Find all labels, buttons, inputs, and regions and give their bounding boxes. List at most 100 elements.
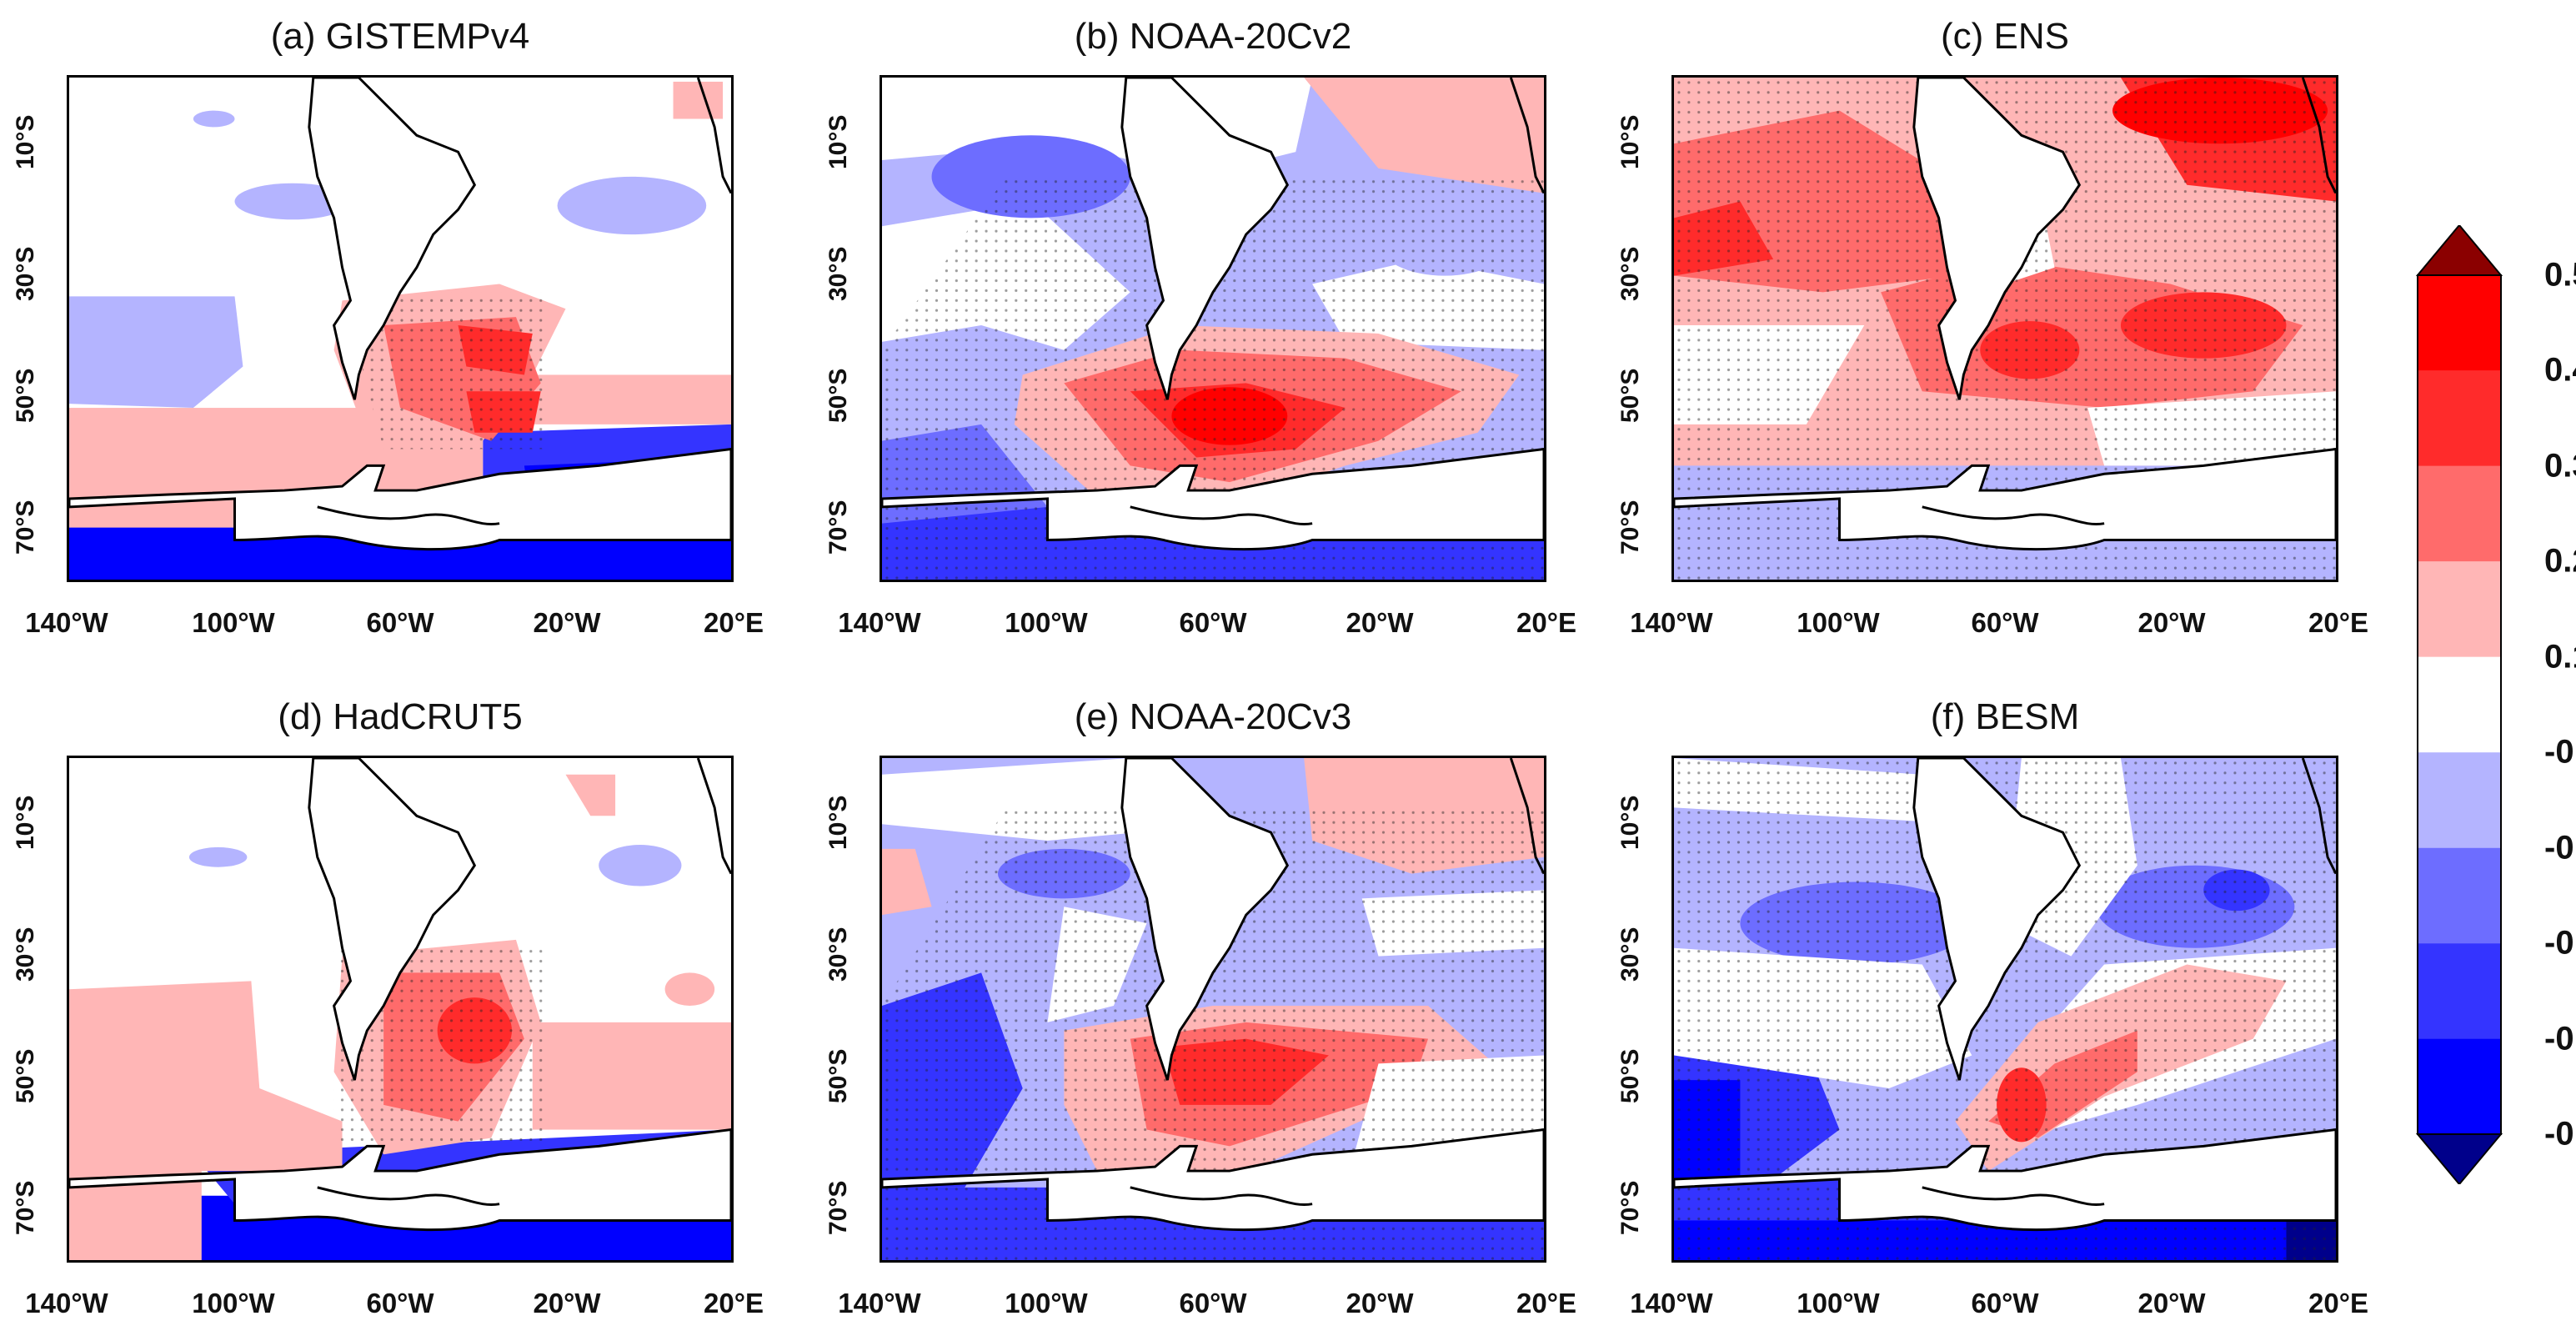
lat-tick-label: 70°S xyxy=(12,500,39,555)
colorbar-tick-label: 0.2 xyxy=(2544,542,2576,580)
colorbar-tick-label: 0.1 xyxy=(2544,638,2576,676)
colorbar-segment xyxy=(2418,847,2501,944)
antarctica-coastline xyxy=(69,448,731,551)
lon-tick-label: 60°W xyxy=(1179,607,1247,638)
africa-coastline xyxy=(2301,758,2336,875)
lon-tick-label: 20°E xyxy=(2308,1288,2368,1318)
antarctica-coastline xyxy=(1674,1128,2336,1232)
ice-shelf-line xyxy=(1130,1186,1313,1206)
lat-tick-label: 10°S xyxy=(1616,114,1644,169)
colorbar-segment xyxy=(2418,561,2501,657)
panel-title: (b) NOAA-20Cv2 xyxy=(1074,16,1352,57)
anomaly-region xyxy=(557,176,707,235)
colorbar-segment xyxy=(2418,656,2501,753)
lat-tick-label: 10°S xyxy=(12,795,39,850)
map-area xyxy=(67,75,734,582)
significance-stippling xyxy=(882,807,1544,1260)
lat-tick-label: 10°S xyxy=(824,795,852,850)
colorbar-segment xyxy=(2418,1038,2501,1134)
lat-tick-label: 30°S xyxy=(12,927,39,982)
panel-title: (e) NOAA-20Cv3 xyxy=(1074,696,1352,737)
anomaly-region xyxy=(673,81,724,119)
colorbar-tick-label: -0.4 xyxy=(2544,1020,2576,1057)
significance-stippling xyxy=(342,292,549,450)
lon-tick-label: 20°E xyxy=(704,1288,764,1318)
ice-shelf-line xyxy=(317,1186,500,1206)
lat-tick-label: 50°S xyxy=(12,1048,39,1103)
panel-title: (d) HadCRUT5 xyxy=(278,696,523,737)
colorbar-segment xyxy=(2418,943,2501,1039)
lat-tick-label: 10°S xyxy=(1616,795,1644,850)
south-america-coastline xyxy=(1120,78,1290,400)
africa-coastline xyxy=(2301,78,2336,194)
ice-shelf-line xyxy=(1130,505,1313,525)
lon-tick-label: 60°W xyxy=(1971,1288,2039,1318)
lat-tick-label: 50°S xyxy=(1616,1048,1644,1103)
anomaly-region xyxy=(599,844,682,886)
anomaly-region xyxy=(565,774,616,816)
colorbar-extend-top xyxy=(2415,225,2503,276)
lat-tick-label: 30°S xyxy=(1616,927,1644,982)
south-america-coastline xyxy=(1912,78,2082,400)
anomaly-region xyxy=(882,848,932,916)
south-america-coastline xyxy=(1912,758,2082,1081)
lon-tick-label: 60°W xyxy=(366,1288,434,1318)
antarctica-coastline xyxy=(882,1128,1544,1232)
map-area xyxy=(67,756,734,1263)
lon-tick-label: 60°W xyxy=(1179,1288,1247,1318)
lon-tick-label: 100°W xyxy=(192,1288,275,1318)
lon-tick-label: 100°W xyxy=(1005,607,1088,638)
lon-tick-label: 60°W xyxy=(366,607,434,638)
panel-title: (c) ENS xyxy=(1941,16,2069,57)
lon-tick-label: 100°W xyxy=(1005,1288,1088,1318)
colorbar-tick-label: 0.3 xyxy=(2544,447,2576,485)
lon-tick-label: 140°W xyxy=(1630,607,1713,638)
map-area xyxy=(880,75,1546,582)
south-america-coastline xyxy=(308,758,477,1081)
africa-coastline xyxy=(696,78,731,194)
colorbar-segment xyxy=(2418,752,2501,848)
antarctica-coastline xyxy=(1674,448,2336,551)
south-america-coastline xyxy=(308,78,477,400)
map-area xyxy=(880,756,1546,1263)
lon-tick-label: 60°W xyxy=(1971,607,2039,638)
africa-coastline xyxy=(1509,78,1544,194)
lon-tick-label: 100°W xyxy=(1797,607,1880,638)
lon-tick-label: 140°W xyxy=(25,1288,108,1318)
anomaly-region xyxy=(69,907,202,990)
panel-title: (a) GISTEMPv4 xyxy=(270,16,530,57)
lat-tick-label: 30°S xyxy=(12,246,39,302)
lat-tick-label: 70°S xyxy=(824,1180,852,1236)
antarctica-coastline xyxy=(882,448,1544,551)
lon-tick-label: 20°W xyxy=(533,607,601,638)
map-area xyxy=(1671,756,2338,1263)
lon-tick-label: 20°W xyxy=(2137,1288,2206,1318)
ice-shelf-line xyxy=(317,505,500,525)
ice-shelf-line xyxy=(1922,1186,2105,1206)
lon-tick-label: 100°W xyxy=(192,607,275,638)
anomaly-region xyxy=(69,981,343,1260)
lat-tick-label: 10°S xyxy=(824,114,852,169)
anomaly-region xyxy=(234,183,351,220)
colorbar xyxy=(2415,225,2503,1184)
panel-title: (f) BESM xyxy=(1930,696,2080,737)
colorbar-tick-label: -0.5 xyxy=(2544,1115,2576,1153)
colorbar-extend-bottom xyxy=(2415,1133,2503,1184)
lon-tick-label: 140°W xyxy=(838,1288,921,1318)
lon-tick-label: 140°W xyxy=(25,607,108,638)
lon-tick-label: 20°W xyxy=(533,1288,601,1318)
lat-tick-label: 70°S xyxy=(824,500,852,555)
south-america-coastline xyxy=(1120,758,1290,1081)
anomaly-region xyxy=(532,1022,731,1130)
lon-tick-label: 20°E xyxy=(2308,607,2368,638)
lon-tick-label: 20°W xyxy=(1346,1288,1414,1318)
colorbar-segment xyxy=(2418,275,2501,371)
lat-tick-label: 30°S xyxy=(824,246,852,302)
africa-coastline xyxy=(1509,758,1544,875)
anomaly-region xyxy=(664,972,715,1007)
africa-coastline xyxy=(696,758,731,875)
lat-tick-label: 70°S xyxy=(1616,500,1644,555)
ice-shelf-line xyxy=(1922,505,2105,525)
lon-tick-label: 20°W xyxy=(2137,607,2206,638)
lat-tick-label: 50°S xyxy=(824,368,852,423)
